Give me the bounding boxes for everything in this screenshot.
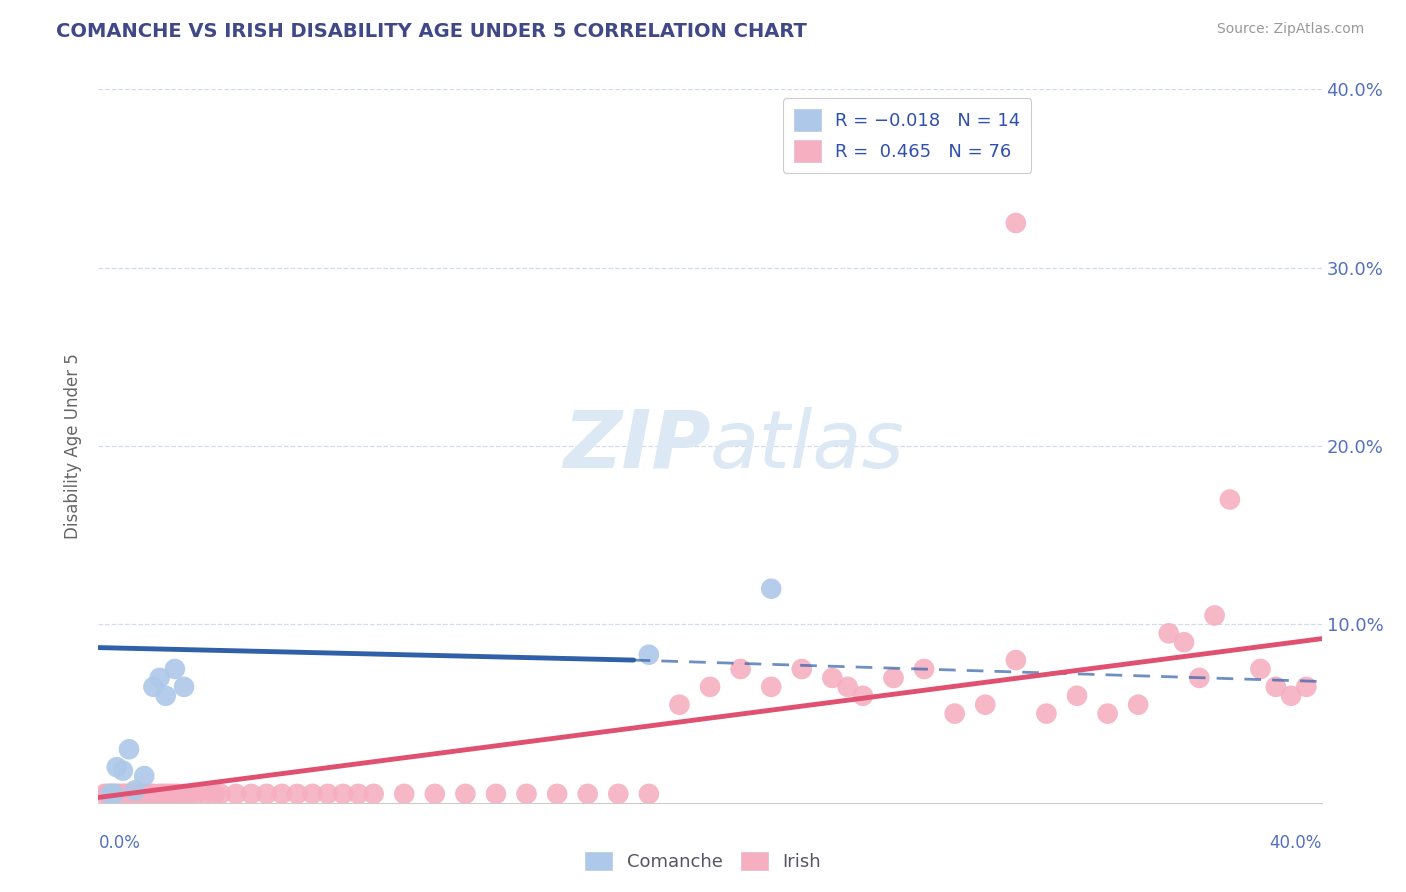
Point	[155, 787, 177, 801]
Point	[105, 787, 128, 801]
Point	[136, 787, 159, 801]
Point	[1264, 680, 1286, 694]
Point	[103, 787, 125, 801]
Point	[105, 760, 128, 774]
Point	[204, 787, 226, 801]
Point	[149, 671, 172, 685]
Point	[516, 787, 538, 801]
Point	[124, 783, 146, 797]
Point	[883, 671, 905, 685]
Point	[347, 787, 370, 801]
Text: 0.0%: 0.0%	[98, 834, 141, 852]
Point	[149, 787, 172, 801]
Point	[152, 787, 174, 801]
Text: Source: ZipAtlas.com: Source: ZipAtlas.com	[1216, 22, 1364, 37]
Legend: R = −0.018   N = 14, R =  0.465   N = 76: R = −0.018 N = 14, R = 0.465 N = 76	[783, 98, 1031, 173]
Point	[115, 787, 138, 801]
Point	[108, 787, 131, 801]
Point	[943, 706, 966, 721]
Point	[124, 787, 146, 801]
Point	[852, 689, 875, 703]
Point	[285, 787, 308, 801]
Point	[316, 787, 339, 801]
Point	[1173, 635, 1195, 649]
Point	[1188, 671, 1211, 685]
Point	[637, 648, 661, 662]
Point	[118, 742, 141, 756]
Point	[256, 787, 278, 801]
Point	[111, 787, 134, 801]
Point	[790, 662, 813, 676]
Point	[225, 787, 247, 801]
Point	[209, 787, 232, 801]
Point	[121, 787, 143, 801]
Y-axis label: Disability Age Under 5: Disability Age Under 5	[65, 353, 83, 539]
Point	[637, 787, 661, 801]
Point	[546, 787, 568, 801]
Point	[363, 787, 385, 801]
Point	[179, 787, 201, 801]
Point	[157, 787, 180, 801]
Point	[576, 787, 599, 801]
Point	[163, 662, 186, 676]
Point	[127, 787, 149, 801]
Point	[167, 787, 190, 801]
Point	[301, 787, 323, 801]
Point	[134, 769, 156, 783]
Point	[485, 787, 508, 801]
Point	[392, 787, 416, 801]
Point	[1157, 626, 1180, 640]
Point	[607, 787, 630, 801]
Point	[1128, 698, 1150, 712]
Point	[1295, 680, 1317, 694]
Point	[1219, 492, 1241, 507]
Point	[270, 787, 292, 801]
Point	[111, 764, 134, 778]
Point	[454, 787, 477, 801]
Point	[759, 582, 782, 596]
Point	[173, 787, 195, 801]
Point	[1249, 662, 1271, 676]
Point	[1004, 653, 1026, 667]
Point	[118, 787, 141, 801]
Point	[100, 787, 122, 801]
Point	[1279, 689, 1302, 703]
Point	[332, 787, 354, 801]
Point	[142, 680, 165, 694]
Point	[730, 662, 752, 676]
Point	[423, 787, 446, 801]
Point	[129, 787, 152, 801]
Point	[1035, 706, 1057, 721]
Point	[1204, 608, 1226, 623]
Point	[1097, 706, 1119, 721]
Point	[821, 671, 844, 685]
Point	[134, 787, 156, 801]
Point	[160, 787, 183, 801]
Point	[1004, 216, 1026, 230]
Point	[139, 787, 162, 801]
Point	[759, 680, 782, 694]
Point	[912, 662, 935, 676]
Point	[97, 787, 120, 801]
Point	[837, 680, 859, 694]
Legend: Comanche, Irish: Comanche, Irish	[578, 845, 828, 879]
Point	[163, 787, 186, 801]
Point	[142, 787, 165, 801]
Point	[194, 787, 217, 801]
Point	[93, 787, 115, 801]
Point	[1066, 689, 1088, 703]
Point	[100, 787, 122, 801]
Text: COMANCHE VS IRISH DISABILITY AGE UNDER 5 CORRELATION CHART: COMANCHE VS IRISH DISABILITY AGE UNDER 5…	[56, 22, 807, 41]
Text: 40.0%: 40.0%	[1270, 834, 1322, 852]
Point	[240, 787, 263, 801]
Point	[668, 698, 690, 712]
Text: ZIP: ZIP	[562, 407, 710, 485]
Point	[173, 680, 195, 694]
Point	[103, 787, 125, 801]
Point	[186, 787, 208, 801]
Point	[974, 698, 997, 712]
Text: atlas: atlas	[710, 407, 905, 485]
Point	[155, 689, 177, 703]
Point	[699, 680, 721, 694]
